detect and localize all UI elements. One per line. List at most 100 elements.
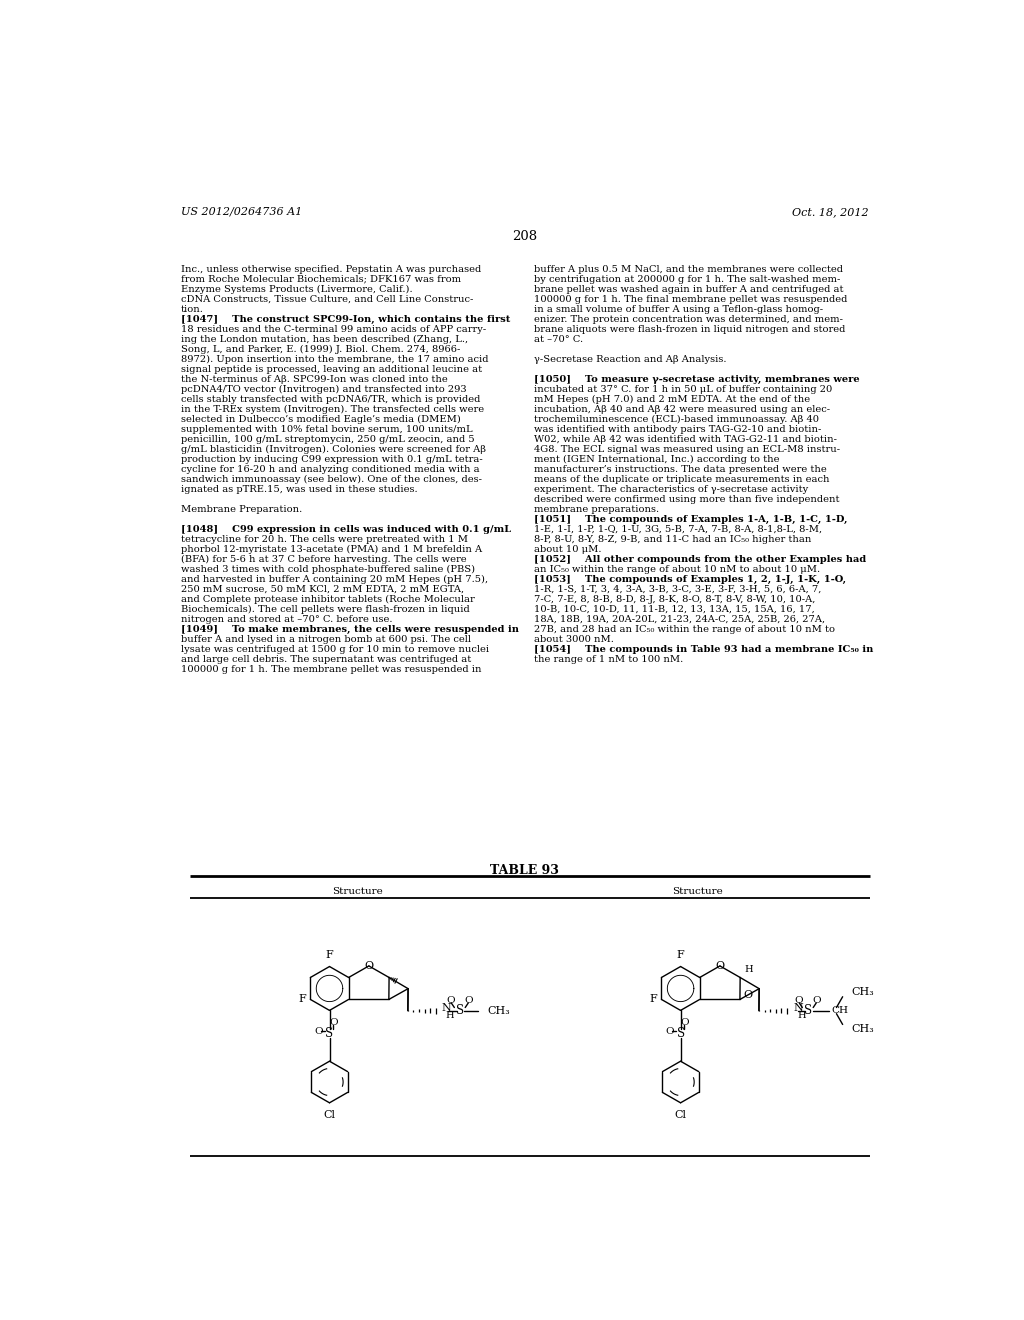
Text: TABLE 93: TABLE 93 [490,863,559,876]
Text: O: O [314,1027,323,1036]
Text: enizer. The protein concentration was determined, and mem-: enizer. The protein concentration was de… [535,314,843,323]
Text: incubation, Aβ 40 and Aβ 42 were measured using an elec-: incubation, Aβ 40 and Aβ 42 were measure… [535,405,830,413]
Text: 18 residues and the C-terminal 99 amino acids of APP carry-: 18 residues and the C-terminal 99 amino … [180,325,486,334]
Text: 8972). Upon insertion into the membrane, the 17 amino acid: 8972). Upon insertion into the membrane,… [180,355,488,364]
Text: CH₃: CH₃ [486,1006,510,1015]
Text: Membrane Preparation.: Membrane Preparation. [180,506,302,513]
Text: [1051]    The compounds of Examples 1-A, 1-B, 1-C, 1-D,: [1051] The compounds of Examples 1-A, 1-… [535,515,848,524]
Text: F: F [298,994,306,1005]
Text: γ-Secretase Reaction and Aβ Analysis.: γ-Secretase Reaction and Aβ Analysis. [535,355,727,364]
Text: penicillin, 100 g/mL streptomycin, 250 g/mL zeocin, and 5: penicillin, 100 g/mL streptomycin, 250 g… [180,434,474,444]
Text: CH₃: CH₃ [851,1024,873,1034]
Text: 10-B, 10-C, 10-D, 11, 11-B, 12, 13, 13A, 15, 15A, 16, 17,: 10-B, 10-C, 10-D, 11, 11-B, 12, 13, 13A,… [535,605,815,614]
Text: Oct. 18, 2012: Oct. 18, 2012 [793,207,869,216]
Text: [1049]    To make membranes, the cells were resuspended in: [1049] To make membranes, the cells were… [180,626,519,634]
Text: an IC₅₀ within the range of about 10 nM to about 10 μM.: an IC₅₀ within the range of about 10 nM … [535,565,820,574]
Text: Cl: Cl [675,1110,686,1119]
Text: [1048]    C99 expression in cells was induced with 0.1 g/mL: [1048] C99 expression in cells was induc… [180,525,511,533]
Text: from Roche Molecular Biochemicals; DFK167 was from: from Roche Molecular Biochemicals; DFK16… [180,275,461,284]
Text: 7-C, 7-E, 8, 8-B, 8-D, 8-J, 8-K, 8-O, 8-T, 8-V, 8-W, 10, 10-A,: 7-C, 7-E, 8, 8-B, 8-D, 8-J, 8-K, 8-O, 8-… [535,595,815,605]
Text: F: F [326,950,334,961]
Text: [1053]    The compounds of Examples 1, 2, 1-J, 1-K, 1-O,: [1053] The compounds of Examples 1, 2, 1… [535,576,846,583]
Text: 100000 g for 1 h. The final membrane pellet was resuspended: 100000 g for 1 h. The final membrane pel… [535,294,848,304]
Text: by centrifugation at 200000 g for 1 h. The salt-washed mem-: by centrifugation at 200000 g for 1 h. T… [535,275,841,284]
Text: and large cell debris. The supernatant was centrifuged at: and large cell debris. The supernatant w… [180,655,471,664]
Text: pcDNA4/TO vector (Invitrogen) and transfected into 293: pcDNA4/TO vector (Invitrogen) and transf… [180,385,466,393]
Text: US 2012/0264736 A1: US 2012/0264736 A1 [180,207,302,216]
Text: S: S [326,1027,334,1040]
Text: brane aliquots were flash-frozen in liquid nitrogen and stored: brane aliquots were flash-frozen in liqu… [535,325,846,334]
Text: O: O [716,961,725,972]
Text: S: S [804,1005,812,1018]
Text: [1050]    To measure γ-secretase activity, membranes were: [1050] To measure γ-secretase activity, … [535,375,860,384]
Text: about 10 μM.: about 10 μM. [535,545,602,554]
Text: 8-P, 8-U, 8-Y, 8-Z, 9-B, and 11-C had an IC₅₀ higher than: 8-P, 8-U, 8-Y, 8-Z, 9-B, and 11-C had an… [535,535,811,544]
Text: 1-R, 1-S, 1-T, 3, 4, 3-A, 3-B, 3-C, 3-E, 3-F, 3-H, 5, 6, 6-A, 7,: 1-R, 1-S, 1-T, 3, 4, 3-A, 3-B, 3-C, 3-E,… [535,585,821,594]
Text: Song, L, and Parker, E. (1999) J. Biol. Chem. 274, 8966-: Song, L, and Parker, E. (1999) J. Biol. … [180,345,460,354]
Text: O: O [465,997,473,1005]
Text: 208: 208 [512,230,538,243]
Text: Structure: Structure [672,887,723,896]
Text: H: H [445,1011,455,1020]
Text: was identified with antibody pairs TAG-G2-10 and biotin-: was identified with antibody pairs TAG-G… [535,425,821,434]
Text: Cl: Cl [324,1110,336,1119]
Text: CH: CH [831,1006,849,1015]
Text: in the T-REx system (Invitrogen). The transfected cells were: in the T-REx system (Invitrogen). The tr… [180,405,483,414]
Text: ing the London mutation, has been described (Zhang, L.,: ing the London mutation, has been descri… [180,335,468,343]
Text: ignated as pTRE.15, was used in these studies.: ignated as pTRE.15, was used in these st… [180,484,418,494]
Text: O: O [446,997,455,1005]
Text: cDNA Constructs, Tissue Culture, and Cell Line Construc-: cDNA Constructs, Tissue Culture, and Cel… [180,294,473,304]
Text: washed 3 times with cold phosphate-buffered saline (PBS): washed 3 times with cold phosphate-buffe… [180,565,475,574]
Text: 1-E, 1-I, 1-P, 1-Q, 1-U, 3G, 5-B, 7-A, 7-B, 8-A, 8-1,8-L, 8-M,: 1-E, 1-I, 1-P, 1-Q, 1-U, 3G, 5-B, 7-A, 7… [535,525,822,533]
Text: [1052]    All other compounds from the other Examples had: [1052] All other compounds from the othe… [535,554,866,564]
Text: W02, while Aβ 42 was identified with TAG-G2-11 and biotin-: W02, while Aβ 42 was identified with TAG… [535,434,837,444]
Text: cycline for 16-20 h and analyzing conditioned media with a: cycline for 16-20 h and analyzing condit… [180,465,479,474]
Text: Enzyme Systems Products (Livermore, Calif.).: Enzyme Systems Products (Livermore, Cali… [180,285,413,294]
Text: 18A, 18B, 19A, 20A-20L, 21-23, 24A-C, 25A, 25B, 26, 27A,: 18A, 18B, 19A, 20A-20L, 21-23, 24A-C, 25… [535,615,825,624]
Text: tetracycline for 20 h. The cells were pretreated with 1 M: tetracycline for 20 h. The cells were pr… [180,535,468,544]
Text: supplemented with 10% fetal bovine serum, 100 units/mL: supplemented with 10% fetal bovine serum… [180,425,472,434]
Text: ment (IGEN International, Inc.) according to the: ment (IGEN International, Inc.) accordin… [535,455,779,463]
Text: 4G8. The ECL signal was measured using an ECL-M8 instru-: 4G8. The ECL signal was measured using a… [535,445,841,454]
Text: 250 mM sucrose, 50 mM KCl, 2 mM EDTA, 2 mM EGTA,: 250 mM sucrose, 50 mM KCl, 2 mM EDTA, 2 … [180,585,464,594]
Text: O: O [743,990,753,999]
Text: O: O [795,997,803,1005]
Text: O: O [813,997,821,1005]
Text: (BFA) for 5-6 h at 37 C before harvesting. The cells were: (BFA) for 5-6 h at 37 C before harvestin… [180,554,466,564]
Text: lysate was centrifuged at 1500 g for 10 min to remove nuclei: lysate was centrifuged at 1500 g for 10 … [180,645,488,653]
Text: and Complete protease inhibitor tablets (Roche Molecular: and Complete protease inhibitor tablets … [180,595,474,605]
Text: production by inducing C99 expression with 0.1 g/mL tetra-: production by inducing C99 expression wi… [180,455,482,463]
Text: F: F [677,950,684,961]
Text: incubated at 37° C. for 1 h in 50 μL of buffer containing 20: incubated at 37° C. for 1 h in 50 μL of … [535,385,833,393]
Text: 100000 g for 1 h. The membrane pellet was resuspended in: 100000 g for 1 h. The membrane pellet wa… [180,665,481,675]
Text: O: O [329,1018,338,1027]
Text: manufacturer’s instructions. The data presented were the: manufacturer’s instructions. The data pr… [535,465,826,474]
Text: buffer A and lysed in a nitrogen bomb at 600 psi. The cell: buffer A and lysed in a nitrogen bomb at… [180,635,471,644]
Text: Biochemicals). The cell pellets were flash-frozen in liquid: Biochemicals). The cell pellets were fla… [180,605,469,614]
Text: about 3000 nM.: about 3000 nM. [535,635,614,644]
Text: phorbol 12-myristate 13-acetate (PMA) and 1 M brefeldin A: phorbol 12-myristate 13-acetate (PMA) an… [180,545,482,554]
Text: 27B, and 28 had an IC₅₀ within the range of about 10 nM to: 27B, and 28 had an IC₅₀ within the range… [535,626,836,634]
Text: membrane preparations.: membrane preparations. [535,506,659,513]
Text: Inc., unless otherwise specified. Pepstatin A was purchased: Inc., unless otherwise specified. Pepsta… [180,264,481,273]
Text: buffer A plus 0.5 M NaCl, and the membranes were collected: buffer A plus 0.5 M NaCl, and the membra… [535,264,843,273]
Text: O: O [680,1018,689,1027]
Text: O: O [666,1027,674,1036]
Text: H: H [744,965,753,974]
Text: N: N [442,1002,452,1012]
Text: at –70° C.: at –70° C. [535,335,584,343]
Text: CH₃: CH₃ [851,987,873,997]
Text: experiment. The characteristics of γ-secretase activity: experiment. The characteristics of γ-sec… [535,484,808,494]
Text: S: S [677,1027,685,1040]
Text: [1047]    The construct SPC99-Ion, which contains the first: [1047] The construct SPC99-Ion, which co… [180,314,510,323]
Text: tion.: tion. [180,305,204,314]
Text: g/mL blasticidin (Invitrogen). Colonies were screened for Aβ: g/mL blasticidin (Invitrogen). Colonies … [180,445,485,454]
Text: S: S [456,1005,464,1018]
Text: O: O [365,961,374,972]
Text: N: N [793,1002,803,1012]
Text: the range of 1 nM to 100 nM.: the range of 1 nM to 100 nM. [535,655,683,664]
Text: sandwich immunoassay (see below). One of the clones, des-: sandwich immunoassay (see below). One of… [180,475,481,484]
Text: described were confirmed using more than five independent: described were confirmed using more than… [535,495,840,504]
Text: H: H [797,1011,806,1020]
Text: in a small volume of buffer A using a Teflon-glass homog-: in a small volume of buffer A using a Te… [535,305,823,314]
